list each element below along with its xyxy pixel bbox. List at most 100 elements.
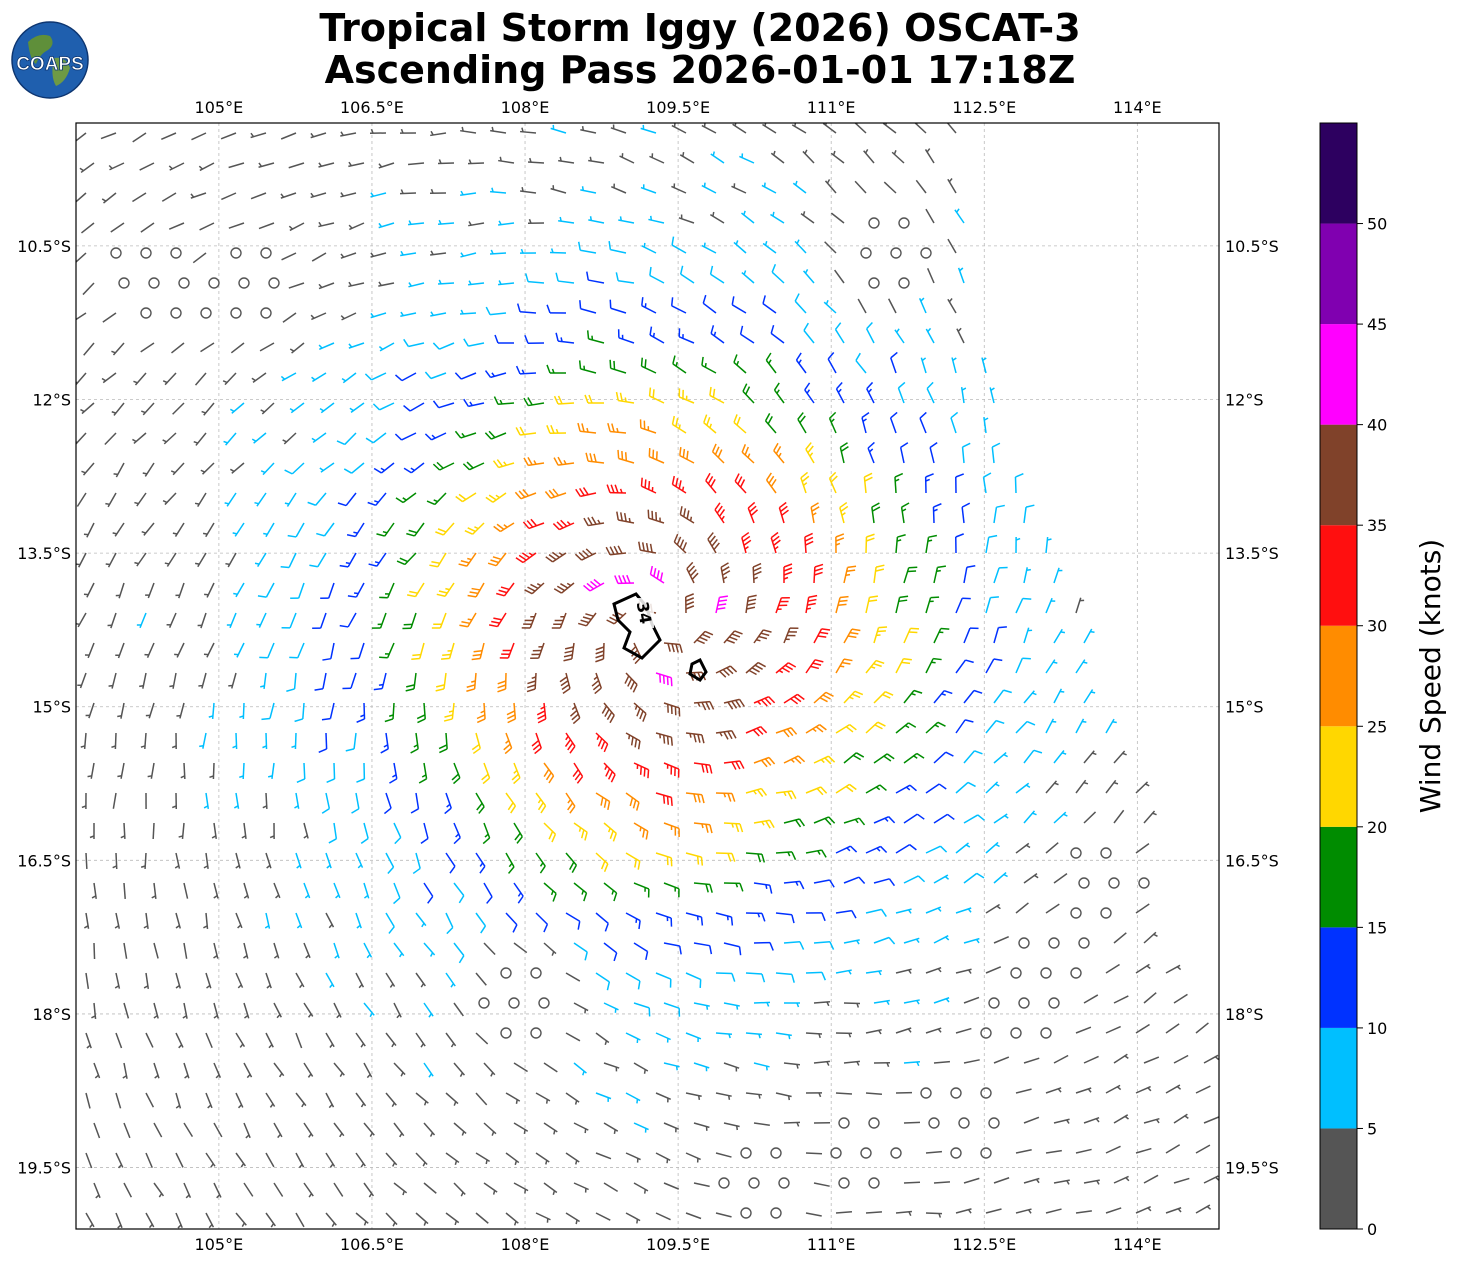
wind-barb [625, 972, 641, 990]
wind-barb [1203, 1175, 1219, 1184]
wind-barb [895, 658, 912, 674]
wind-barb [655, 972, 672, 988]
wind-barb [783, 1062, 800, 1069]
wind-barb [783, 627, 799, 644]
wind-barb [715, 1092, 732, 1100]
wind-barb [523, 456, 545, 467]
wind-barb [925, 1027, 942, 1034]
wind-barb [903, 566, 918, 584]
wind-barb [753, 629, 772, 644]
wind-barb [783, 563, 793, 584]
wind-barb [595, 792, 611, 811]
wind-barb [828, 411, 837, 434]
wind-barb [415, 1032, 426, 1048]
wind-barb [243, 1062, 253, 1079]
wind-barb [625, 852, 641, 870]
wind-barb [640, 477, 657, 494]
wind-barb [467, 582, 485, 598]
wind-barb [873, 999, 890, 1006]
wind-barb [484, 430, 507, 440]
wind-barb [303, 1122, 314, 1138]
wind-barb [595, 1032, 610, 1046]
wind-barb [524, 334, 545, 344]
wind-barb [1053, 628, 1066, 644]
wind-barb [521, 612, 537, 629]
wind-barb [865, 595, 879, 614]
wind-barb [265, 852, 272, 869]
wind-barb [295, 912, 303, 929]
wind-barb [775, 596, 790, 614]
wind-barb [925, 1212, 943, 1218]
wind-barb [603, 942, 618, 962]
wind-barb [140, 732, 147, 750]
wind-barb [813, 563, 824, 584]
wind-barb [280, 552, 297, 569]
wind-barb [865, 908, 887, 917]
wind-barb [543, 822, 557, 843]
wind-barb [671, 183, 687, 194]
calm-marker [500, 967, 512, 979]
wind-barb [445, 912, 454, 935]
wind-barb [289, 642, 305, 659]
wind-barb [1135, 1205, 1152, 1214]
wind-barb [394, 372, 417, 382]
wind-barb [543, 942, 557, 956]
colorbar-bin [1320, 826, 1357, 928]
wind-barb [573, 1062, 587, 1076]
wind-barb [503, 732, 513, 755]
wind-barb [393, 1182, 408, 1196]
wind-barb [281, 252, 297, 261]
wind-barb [843, 939, 860, 945]
wind-barb [228, 222, 245, 229]
wind-barb [732, 123, 747, 134]
wind-barb [607, 423, 627, 434]
wind-barb [985, 903, 1001, 914]
wind-barb [640, 124, 657, 134]
wind-barb [955, 473, 965, 494]
wind-barb [686, 561, 699, 584]
wind-barb [232, 522, 245, 537]
wind-barb [963, 750, 983, 764]
wind-barb [924, 148, 935, 164]
wind-barb [855, 352, 867, 374]
wind-barb [985, 841, 1000, 854]
wind-barb [641, 297, 657, 314]
calm-marker [770, 1207, 782, 1219]
wind-barb [956, 327, 965, 344]
colorbar-bin [1320, 223, 1357, 325]
wind-barb [835, 1092, 853, 1095]
wind-barb [1135, 963, 1151, 974]
wind-barb [213, 882, 219, 899]
wind-barb [753, 1122, 770, 1127]
wind-barb [933, 935, 950, 944]
wind-barb [325, 972, 335, 989]
wind-barb [396, 552, 417, 566]
colorbar-tick-label: 35 [1367, 516, 1387, 535]
wind-barb [105, 552, 117, 568]
wind-barb [543, 1122, 558, 1135]
wind-barb [573, 822, 588, 841]
wind-barb [420, 822, 429, 845]
wind-barb [981, 357, 987, 374]
wind-barb [1203, 1116, 1219, 1124]
colorbar-tick-label: 45 [1367, 315, 1387, 334]
calm-marker [140, 307, 152, 319]
wind-barb [471, 732, 481, 755]
wind-barb [513, 1122, 529, 1135]
wind-barb [415, 972, 426, 988]
wind-barb [254, 492, 267, 507]
wind-barb [672, 355, 687, 374]
wind-barb [1023, 749, 1043, 764]
calm-marker [1100, 907, 1112, 919]
wind-barb [105, 492, 117, 508]
wind-barb [197, 612, 207, 629]
wind-barb [385, 1092, 397, 1108]
colorbar-tick-label: 25 [1367, 717, 1387, 736]
wind-barb [625, 1092, 641, 1104]
wind-barb [101, 372, 117, 384]
wind-barb [199, 222, 215, 231]
lon-tick-top: 106.5°E [340, 98, 404, 117]
wind-barb [318, 221, 335, 228]
colorbar-tick-label: 20 [1367, 818, 1387, 837]
wind-barb [318, 282, 335, 290]
